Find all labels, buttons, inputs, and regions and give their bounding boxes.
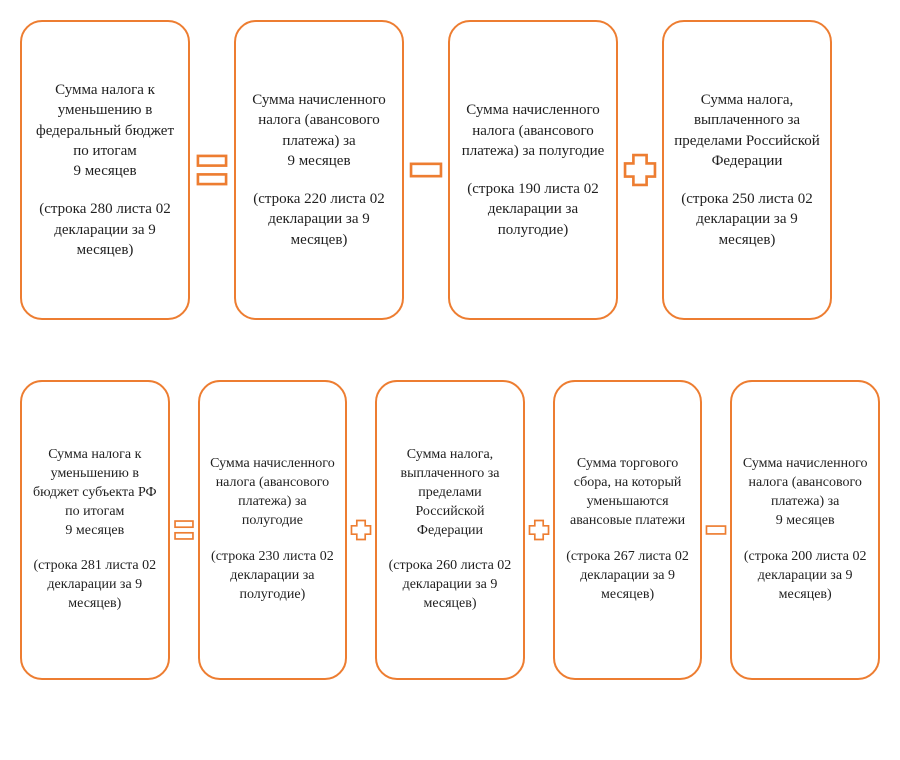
box-ref-text: (строка 281 листа 02 декларации за 9 мес…: [30, 557, 160, 614]
box-main-text: Сумма начисленного налога (авансового пл…: [740, 455, 870, 512]
box-main-text-2: 9 месяцев: [30, 522, 160, 541]
formula-box: Сумма налога, выплаченного за пределами …: [375, 380, 525, 680]
plus-operator: [525, 516, 553, 544]
box-main-text-2: 9 месяцев: [246, 151, 392, 171]
equals-operator: [190, 148, 234, 192]
formula-row-2: Сумма налога к уменьшению в бюджет субъе…: [20, 380, 880, 680]
box-ref-text: (строка 200 листа 02 декларации за 9 мес…: [740, 548, 870, 605]
formula-box: Сумма налога, выплаченного за пределами …: [662, 20, 832, 320]
box-main-text: Сумма начисленного налога (авансового пл…: [208, 455, 338, 531]
box-main-text: Сумма торгового сбора, на который уменьш…: [563, 455, 693, 531]
box-ref-text: (строка 220 листа 02 декларации за 9 мес…: [246, 189, 392, 250]
equals-operator: [170, 516, 198, 544]
formula-box: Сумма начисленного налога (авансового пл…: [234, 20, 404, 320]
box-main-text: Сумма налога к уменьшению в бюджет субъе…: [30, 446, 160, 522]
box-ref-text: (строка 230 листа 02 декларации за полуг…: [208, 548, 338, 605]
box-ref-text: (строка 250 листа 02 декларации за 9 мес…: [674, 189, 820, 250]
box-ref-text: (строка 190 листа 02 декларации за полуг…: [460, 179, 606, 240]
box-main-text: Сумма начисленного налога (авансового пл…: [246, 90, 392, 151]
formula-box: Сумма начисленного налога (авансового пл…: [448, 20, 618, 320]
formula-box: Сумма налога к уменьшению в федеральный …: [20, 20, 190, 320]
box-main-text: Сумма налога к уменьшению в федеральный …: [32, 80, 178, 161]
box-ref-text: (строка 280 листа 02 декларации за 9 мес…: [32, 199, 178, 260]
formula-box: Сумма налога к уменьшению в бюджет субъе…: [20, 380, 170, 680]
box-main-text-2: 9 месяцев: [740, 512, 870, 531]
plus-operator: [618, 148, 662, 192]
formula-box: Сумма торгового сбора, на который уменьш…: [553, 380, 703, 680]
box-main-text: Сумма налога, выплаченного за пределами …: [385, 446, 515, 540]
box-main-text: Сумма начисленного налога (авансового пл…: [460, 100, 606, 161]
plus-operator: [347, 516, 375, 544]
box-main-text: Сумма налога, выплаченного за пределами …: [674, 90, 820, 171]
minus-operator: [404, 148, 448, 192]
formula-box: Сумма начисленного налога (авансового пл…: [198, 380, 348, 680]
minus-operator: [702, 516, 730, 544]
box-ref-text: (строка 260 листа 02 декларации за 9 мес…: [385, 557, 515, 614]
box-ref-text: (строка 267 листа 02 декларации за 9 мес…: [563, 548, 693, 605]
formula-row-1: Сумма налога к уменьшению в федеральный …: [20, 20, 880, 320]
formula-box: Сумма начисленного налога (авансового пл…: [730, 380, 880, 680]
box-main-text-2: 9 месяцев: [32, 161, 178, 181]
